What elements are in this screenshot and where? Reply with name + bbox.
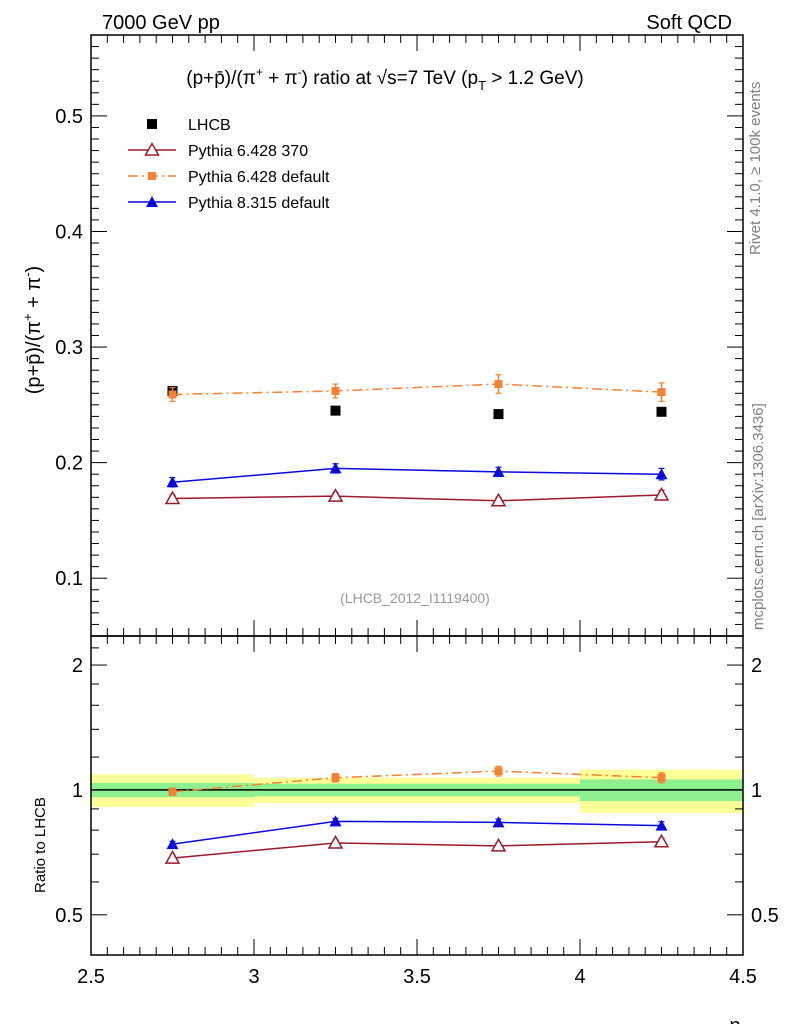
ratio-xtick-label: 2.5 — [77, 966, 105, 988]
legend-item-pythia8_default: Pythia 8.315 default — [128, 195, 330, 212]
ratio-xtick-label: 4.5 — [729, 966, 757, 988]
ratio-ytick-label-left: 2 — [72, 655, 83, 677]
legend-marker-pythia6_370 — [144, 141, 160, 156]
main-point-pythia6_default — [657, 388, 666, 397]
main-panel-layer: 0.1 0.2 0.3 0.4 0.5 — [55, 34, 744, 637]
legend: LHCB Pythia 6.428 370 Pythia 6.428 default… — [128, 117, 330, 212]
ratio-point-pythia6_370 — [327, 834, 344, 849]
ratio-point-pythia6_default — [168, 787, 177, 796]
legend-marker-pythia8_default — [146, 196, 158, 207]
legend-label-pythia6_default: Pythia 6.428 default — [188, 169, 330, 186]
ratio-xtick-label: 4 — [574, 966, 585, 988]
main-ytick-label: 0.5 — [55, 106, 83, 128]
rivet-label-group: Rivet 4.1.0, ≥ 100k events — [747, 82, 764, 255]
title-cut: > 1.2 GeV) — [486, 68, 584, 89]
ratio-ytick-label-left: 1 — [72, 780, 83, 802]
title-mid: + π — [263, 68, 298, 89]
ratio-point-pythia6_370 — [164, 850, 181, 864]
main-point-pythia6_370 — [653, 486, 670, 501]
main-point-pythia6_370 — [327, 488, 344, 502]
ratio-xtick-label: 3.5 — [403, 966, 431, 988]
main-point-pythia6_default — [331, 386, 340, 395]
main-ylabel-group: (p+p̄)/(π+ + π-) — [20, 266, 45, 394]
ratio-point-pythia8_default — [655, 819, 668, 831]
main-ytick-label: 0.1 — [55, 568, 83, 590]
main-point-pythia8_default — [655, 468, 668, 480]
ratio-point-pythia6_default — [657, 773, 666, 782]
main-point-data — [493, 409, 504, 420]
legend-marker-data — [147, 119, 157, 129]
ratio-series-pythia8_default — [166, 815, 668, 850]
ratio-line-pythia6_default — [172, 770, 662, 793]
ylabel-minus-sup: - — [20, 272, 35, 276]
main-title: (p+p̄)/(π+ + π-) ratio at √s=7 TeV (pT >… — [186, 65, 583, 93]
main-point-pythia6_default — [494, 380, 503, 389]
main-ylabel: (p+p̄)/(π+ + π-) — [20, 266, 45, 394]
ratio-ytick-label-right: 0.5 — [751, 905, 779, 927]
ratio-point-pythia6_default — [494, 767, 503, 776]
main-point-data — [330, 405, 341, 416]
header-right: Soft QCD — [646, 12, 732, 34]
ratio-ylabel-group: Ratio to LHCB — [32, 797, 49, 893]
legend-marker-pythia6_default — [148, 172, 156, 180]
ylabel-prefix: (p+p̄)/(π — [23, 321, 45, 394]
main-ytick-label: 0.4 — [55, 221, 83, 243]
ratio-line-pythia8_default — [172, 820, 662, 845]
ratio-point-pythia6_default — [331, 773, 340, 782]
ratio-point-pythia8_default — [329, 815, 342, 827]
source-label: mcplots.cern.ch [arXiv:1306.3436] — [750, 403, 767, 630]
main-series-pythia6_370 — [164, 486, 670, 507]
main-point-pythia6_default — [168, 390, 177, 399]
ratio-ytick-label-right: 1 — [751, 780, 762, 802]
title-sub-t: T — [478, 78, 486, 93]
legend-label-data: LHCB — [188, 117, 231, 134]
ratio-series-pythia6_370 — [164, 833, 670, 864]
ylabel-plus-sup: + — [20, 313, 35, 321]
legend-label-pythia6_370: Pythia 6.428 370 — [188, 143, 308, 160]
title-plus-sup: + — [256, 65, 263, 79]
legend-item-pythia6_default: Pythia 6.428 default — [128, 169, 330, 186]
title-s-eq: s=7 TeV (p — [387, 68, 478, 89]
legend-label-pythia8_default: Pythia 8.315 default — [188, 195, 330, 212]
main-series-pythia6_default — [168, 374, 666, 402]
title-minus-sup: - — [298, 65, 302, 79]
main-ytick-label: 0.3 — [55, 337, 83, 359]
main-point-pythia6_370 — [164, 490, 181, 505]
ratio-line-pythia6_370 — [172, 841, 662, 859]
ratio-ytick-label-left: 0.5 — [55, 905, 83, 927]
main-point-pythia8_default — [492, 465, 505, 477]
ratio-xtick-label: 3 — [248, 966, 259, 988]
title-rest: ) ratio at — [302, 68, 377, 89]
main-ytick-label: 0.2 — [55, 453, 83, 475]
ratio-point-pythia6_370 — [490, 837, 507, 852]
source-label-group: mcplots.cern.ch [arXiv:1306.3436] — [750, 403, 767, 630]
ylabel-mid: + π — [23, 277, 45, 314]
main-line-pythia6_default — [172, 383, 662, 396]
rivet-label: Rivet 4.1.0, ≥ 100k events — [747, 82, 764, 255]
analysis-watermark: (LHCB_2012_I1119400) — [340, 590, 490, 606]
ratio-panel-layer: 2.5 3 3.5 4 4.5 0.5 0.5 1 1 2 2 — [55, 635, 779, 988]
ratio-ylabel: Ratio to LHCB — [32, 797, 49, 893]
legend-item-pythia6_370: Pythia 6.428 370 — [128, 141, 308, 160]
main-line-pythia8_default — [172, 467, 662, 484]
main-point-pythia8_default — [166, 476, 179, 488]
ylabel-close: ) — [23, 266, 45, 273]
main-point-pythia8_default — [329, 462, 342, 474]
ratio-point-pythia8_default — [166, 838, 179, 850]
title-prefix: (p+p̄)/(π — [186, 68, 256, 89]
ratio-series-pythia6_default — [168, 765, 666, 797]
main-series-pythia8_default — [166, 462, 668, 488]
main-point-data — [656, 406, 667, 417]
ratio-ytick-label-right: 2 — [751, 655, 762, 677]
title-sqrt: √ — [377, 68, 388, 89]
ratio-point-pythia6_370 — [653, 833, 670, 848]
x-axis-label: η — [729, 1015, 740, 1024]
ratio-point-pythia8_default — [492, 816, 505, 828]
main-point-pythia6_370 — [490, 492, 507, 507]
legend-item-data: LHCB — [147, 117, 231, 134]
main-series-data — [167, 385, 667, 420]
main-line-pythia6_370 — [172, 494, 662, 502]
header-left: 7000 GeV pp — [102, 12, 220, 34]
